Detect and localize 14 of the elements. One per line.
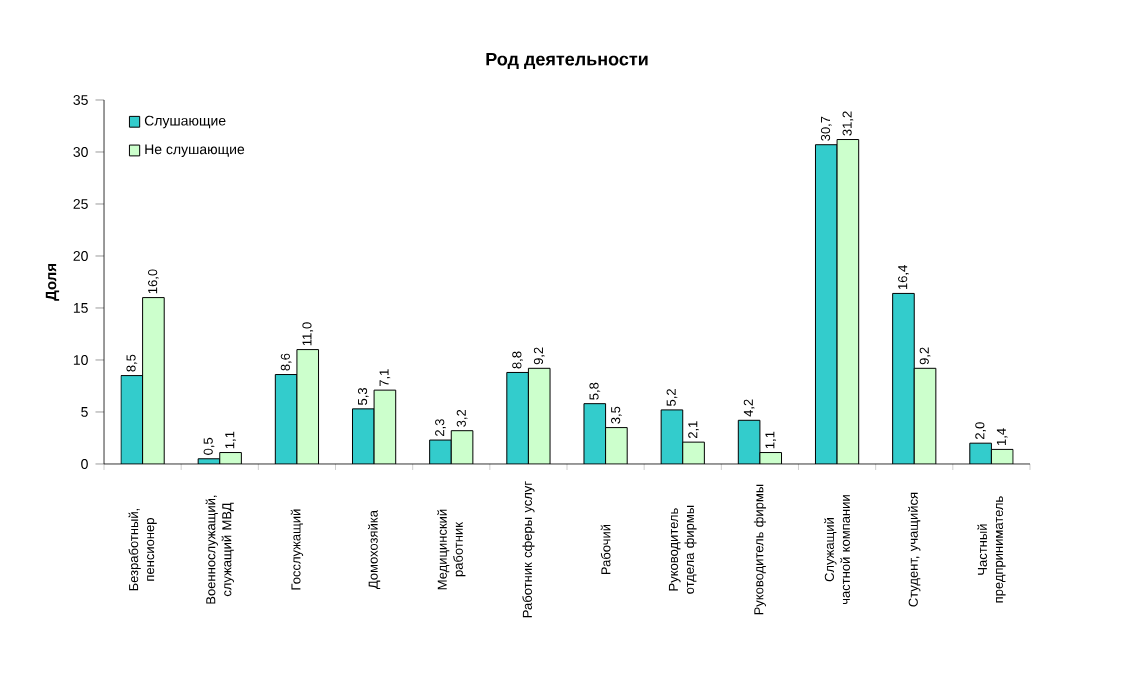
bar <box>583 403 606 464</box>
bar <box>914 368 936 464</box>
chart-title: Род деятельности <box>486 52 648 69</box>
bar <box>815 144 838 464</box>
bar <box>605 427 628 464</box>
bar <box>506 372 529 464</box>
bar <box>120 375 143 464</box>
bar <box>528 368 551 464</box>
bar <box>275 374 297 464</box>
bar <box>142 297 165 464</box>
bar <box>296 349 319 464</box>
bar <box>374 390 396 464</box>
bar <box>837 139 859 464</box>
bar <box>892 293 915 464</box>
